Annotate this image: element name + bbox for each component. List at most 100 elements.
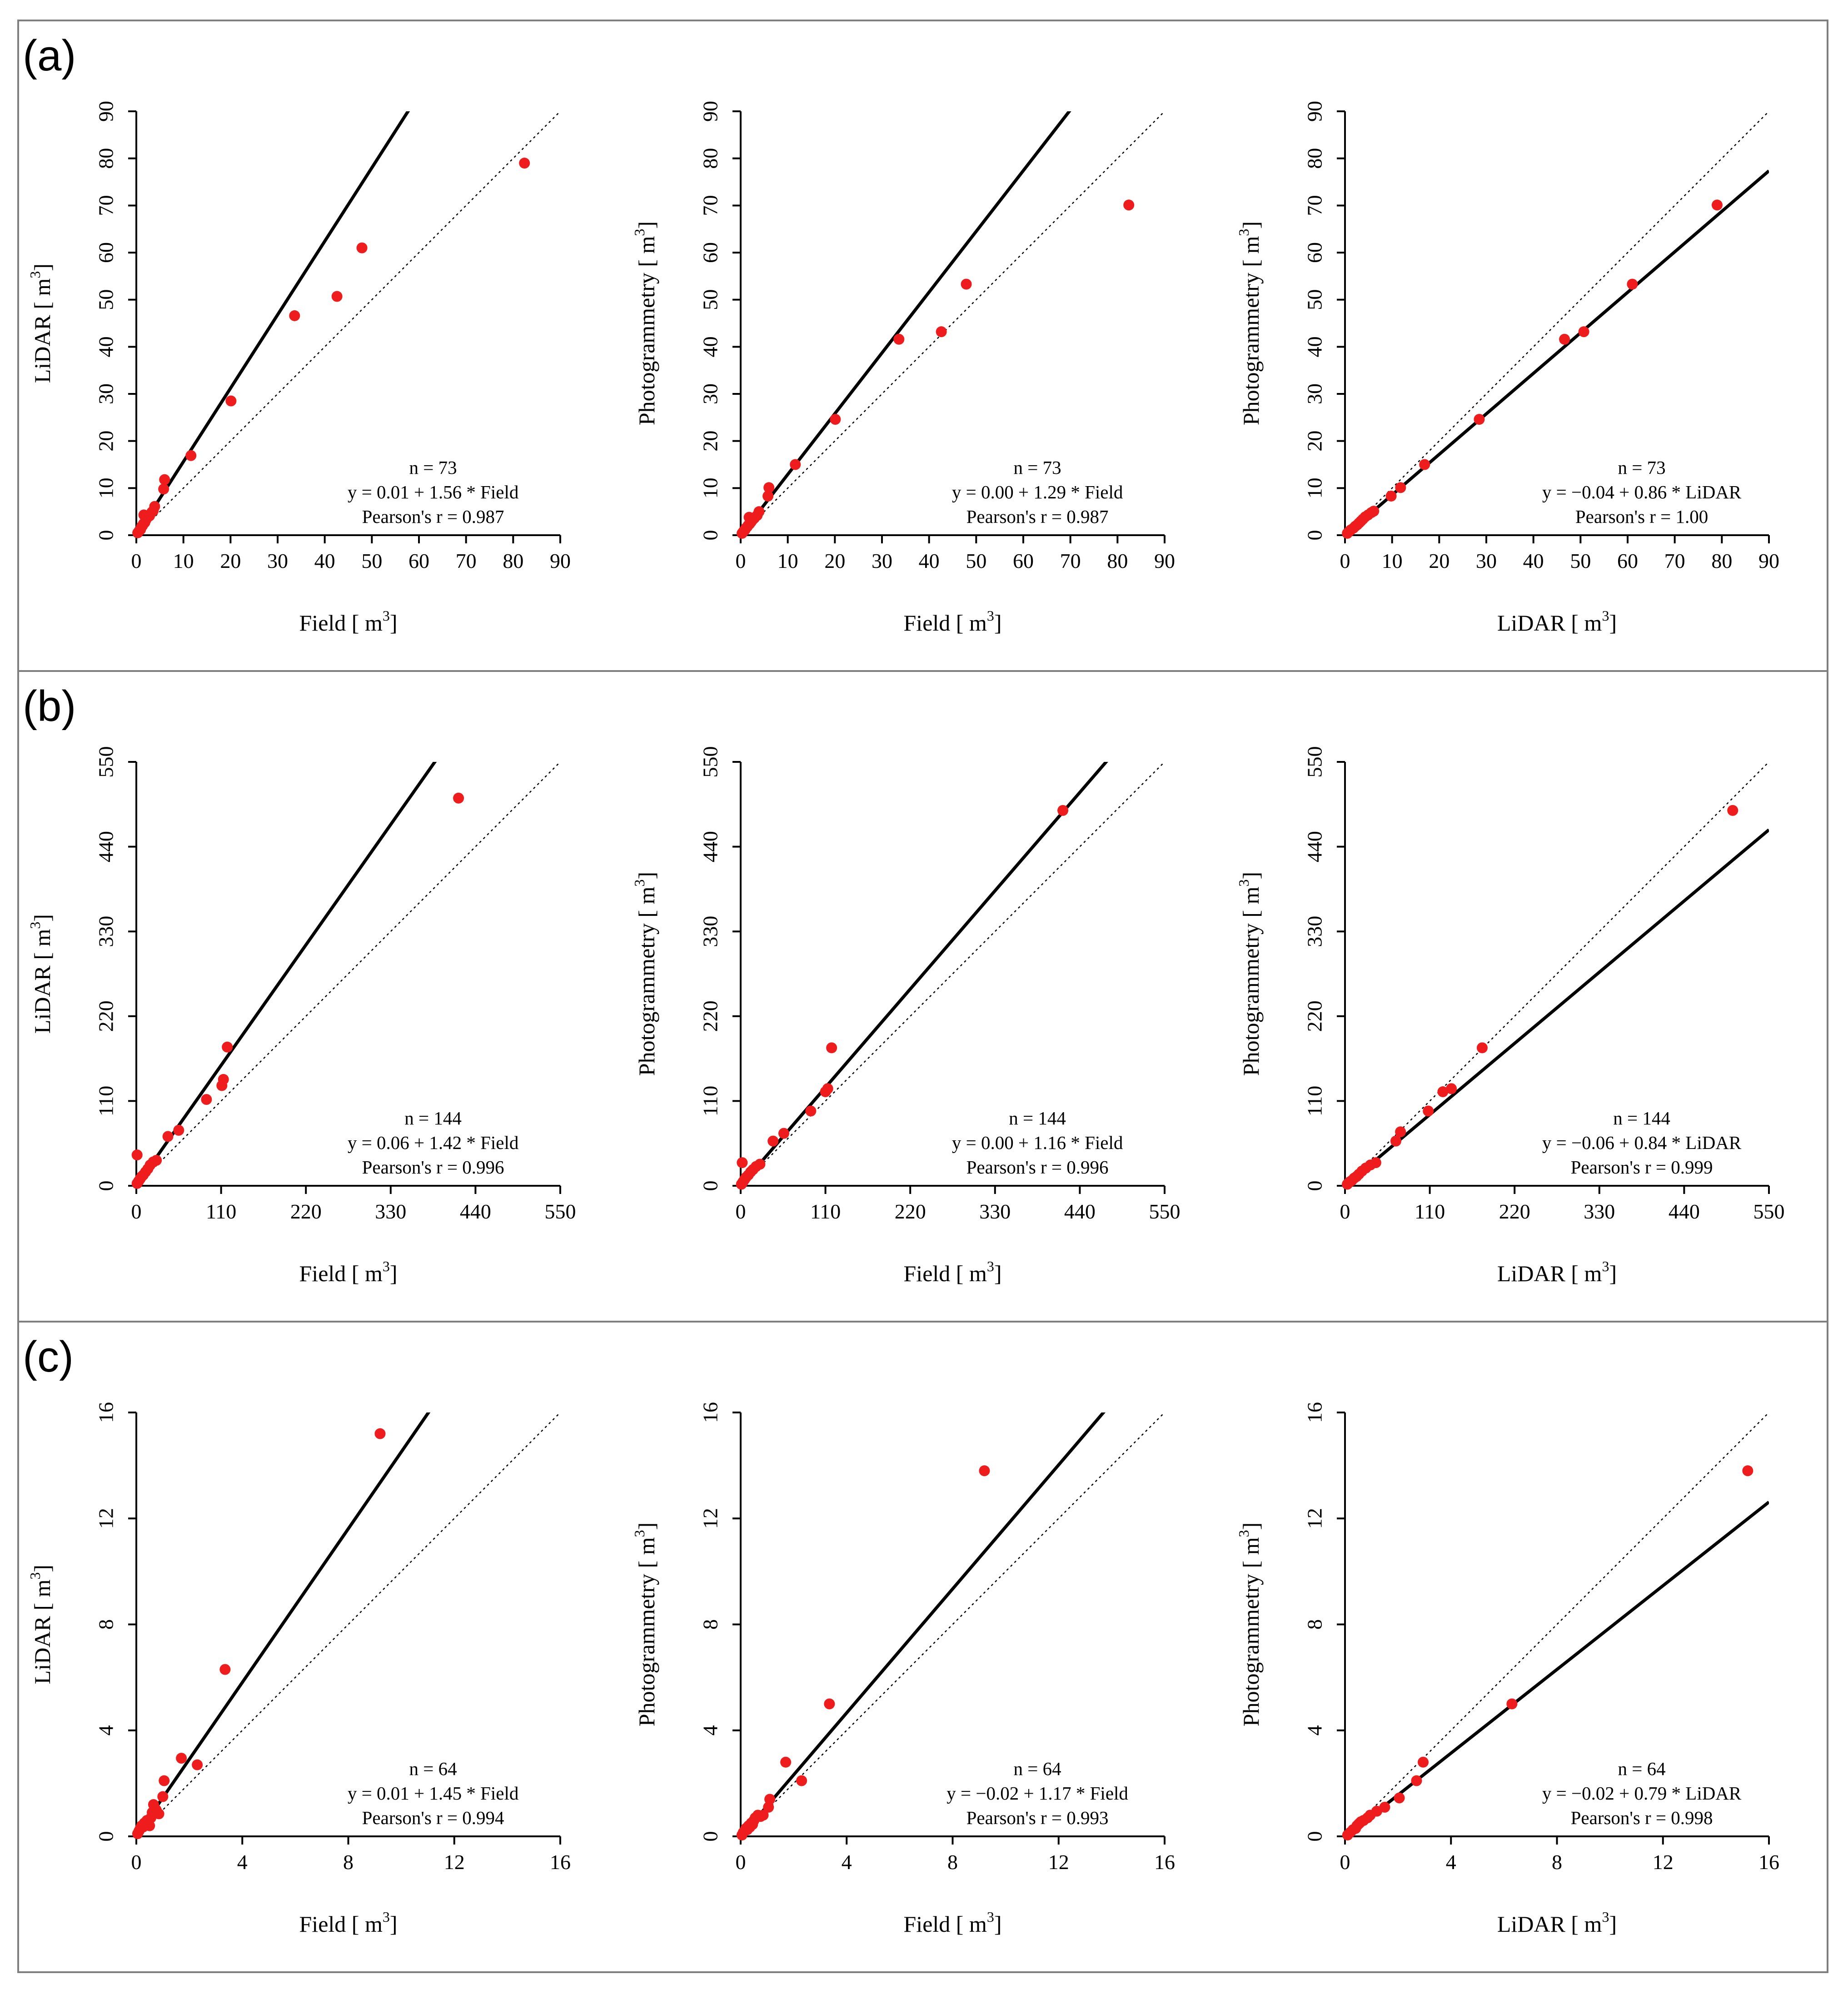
regression-line: [741, 1412, 1106, 1836]
stat-line: Pearson's r = 0.987: [966, 506, 1109, 527]
stat-line: Pearson's r = 0.996: [362, 1157, 504, 1178]
data-point: [162, 1131, 174, 1142]
data-point: [805, 1105, 817, 1117]
data-point: [1474, 413, 1485, 425]
data-point: [1395, 1126, 1406, 1138]
x-tick-label: 10: [173, 549, 194, 572]
x-tick-label: 40: [919, 549, 940, 572]
x-tick-label: 0: [736, 549, 746, 572]
data-point: [1446, 1083, 1457, 1094]
data-point: [757, 1810, 769, 1821]
data-point: [157, 1791, 169, 1802]
x-tick-label: 440: [1064, 1200, 1096, 1223]
y-axis-title: LiDAR [ m3]: [27, 914, 55, 1034]
x-tick-label: 220: [290, 1200, 322, 1223]
stat-line: n = 64: [1014, 1758, 1061, 1779]
data-point: [1418, 1756, 1429, 1768]
x-tick-label: 60: [1617, 549, 1638, 572]
data-point: [1627, 278, 1638, 290]
data-point: [201, 1094, 212, 1105]
x-axis-title: Field [ m3]: [299, 607, 398, 636]
x-tick-label: 8: [1552, 1850, 1562, 1874]
x-tick-label: 4: [842, 1850, 852, 1874]
regression-line: [1345, 828, 1769, 1186]
data-point: [1123, 199, 1135, 211]
data-point: [1368, 506, 1380, 517]
data-point: [153, 1808, 164, 1820]
y-tick-label: 8: [699, 1619, 722, 1630]
x-tick-label: 0: [131, 549, 142, 572]
data-point: [1390, 1135, 1401, 1147]
y-tick-label: 80: [1303, 148, 1326, 169]
y-tick-label: 70: [95, 195, 118, 216]
data-point: [356, 242, 368, 254]
stat-line: n = 144: [1009, 1108, 1066, 1129]
y-tick-label: 40: [1303, 336, 1326, 357]
stat-line: n = 73: [409, 457, 457, 478]
x-tick-label: 20: [220, 549, 241, 572]
stat-line: y = −0.04 + 0.86 * LiDAR: [1542, 482, 1742, 502]
y-tick-label: 10: [699, 477, 722, 498]
data-point: [158, 483, 169, 495]
x-tick-label: 110: [206, 1200, 236, 1223]
y-tick-label: 80: [699, 148, 722, 169]
x-tick-label: 70: [456, 549, 477, 572]
x-tick-label: 12: [1048, 1850, 1069, 1874]
y-tick-label: 0: [699, 1831, 722, 1842]
y-tick-label: 50: [1303, 289, 1326, 310]
x-tick-label: 8: [343, 1850, 354, 1874]
data-point: [176, 1752, 187, 1764]
stat-line: y = −0.06 + 0.84 * LiDAR: [1542, 1132, 1742, 1153]
y-tick-label: 4: [699, 1725, 722, 1735]
x-tick-label: 4: [1446, 1850, 1456, 1874]
x-tick-label: 40: [314, 549, 335, 572]
data-point: [1379, 1801, 1390, 1813]
regression-line: [136, 1412, 431, 1836]
stat-line: Pearson's r = 0.994: [362, 1807, 504, 1828]
data-point: [796, 1775, 807, 1786]
y-tick-label: 40: [95, 336, 118, 357]
regression-line: [741, 762, 1108, 1186]
scatter-plot-b1: 0 0 110 110 220 220 330 330 440 440 550 550 n = 144 y…: [27, 746, 576, 1287]
data-point: [790, 459, 801, 470]
x-tick-label: 60: [408, 549, 429, 572]
x-tick-label: 50: [1570, 549, 1591, 572]
panel-label: (c): [23, 1333, 74, 1381]
x-tick-label: 16: [1154, 1850, 1175, 1874]
x-tick-label: 550: [545, 1200, 576, 1223]
data-point: [1711, 199, 1723, 211]
stat-line: y = 0.00 + 1.29 * Field: [952, 482, 1123, 502]
x-tick-label: 0: [1340, 549, 1350, 572]
y-tick-label: 330: [699, 916, 722, 947]
x-tick-label: 12: [444, 1850, 465, 1874]
x-axis-title: Field [ m3]: [904, 1909, 1002, 1937]
panel-label: (b): [23, 682, 76, 731]
panel-c: (c) 0 0 4 4 8 8 12 12 16 16 n = 64 y = 0.01 + 1.45 *…: [17, 1321, 1828, 1973]
data-point: [1578, 326, 1589, 338]
data-point: [331, 291, 343, 302]
y-tick-label: 0: [1303, 1831, 1326, 1842]
y-axis-title: Photogrammetry [ m3]: [1235, 221, 1264, 425]
y-tick-label: 0: [699, 1181, 722, 1191]
stat-line: y = 0.01 + 1.45 * Field: [348, 1783, 519, 1804]
y-tick-label: 440: [1303, 831, 1326, 862]
stat-line: y = −0.02 + 1.17 * Field: [946, 1783, 1128, 1804]
stat-line: n = 144: [1613, 1108, 1670, 1129]
data-point: [1742, 1465, 1753, 1477]
data-point: [893, 333, 905, 345]
y-tick-label: 40: [699, 336, 722, 357]
data-point: [830, 413, 841, 425]
y-tick-label: 8: [95, 1619, 118, 1630]
stat-line: n = 64: [1618, 1758, 1666, 1779]
data-point: [1437, 1086, 1449, 1098]
x-tick-label: 50: [361, 549, 382, 572]
y-tick-label: 16: [699, 1402, 722, 1423]
y-tick-label: 10: [1303, 477, 1326, 498]
stat-line: Pearson's r = 0.996: [966, 1157, 1109, 1178]
data-point: [1423, 1105, 1434, 1117]
y-tick-label: 220: [95, 1000, 118, 1032]
data-point: [185, 450, 197, 461]
x-tick-label: 90: [1758, 549, 1779, 572]
x-tick-label: 0: [131, 1200, 142, 1223]
